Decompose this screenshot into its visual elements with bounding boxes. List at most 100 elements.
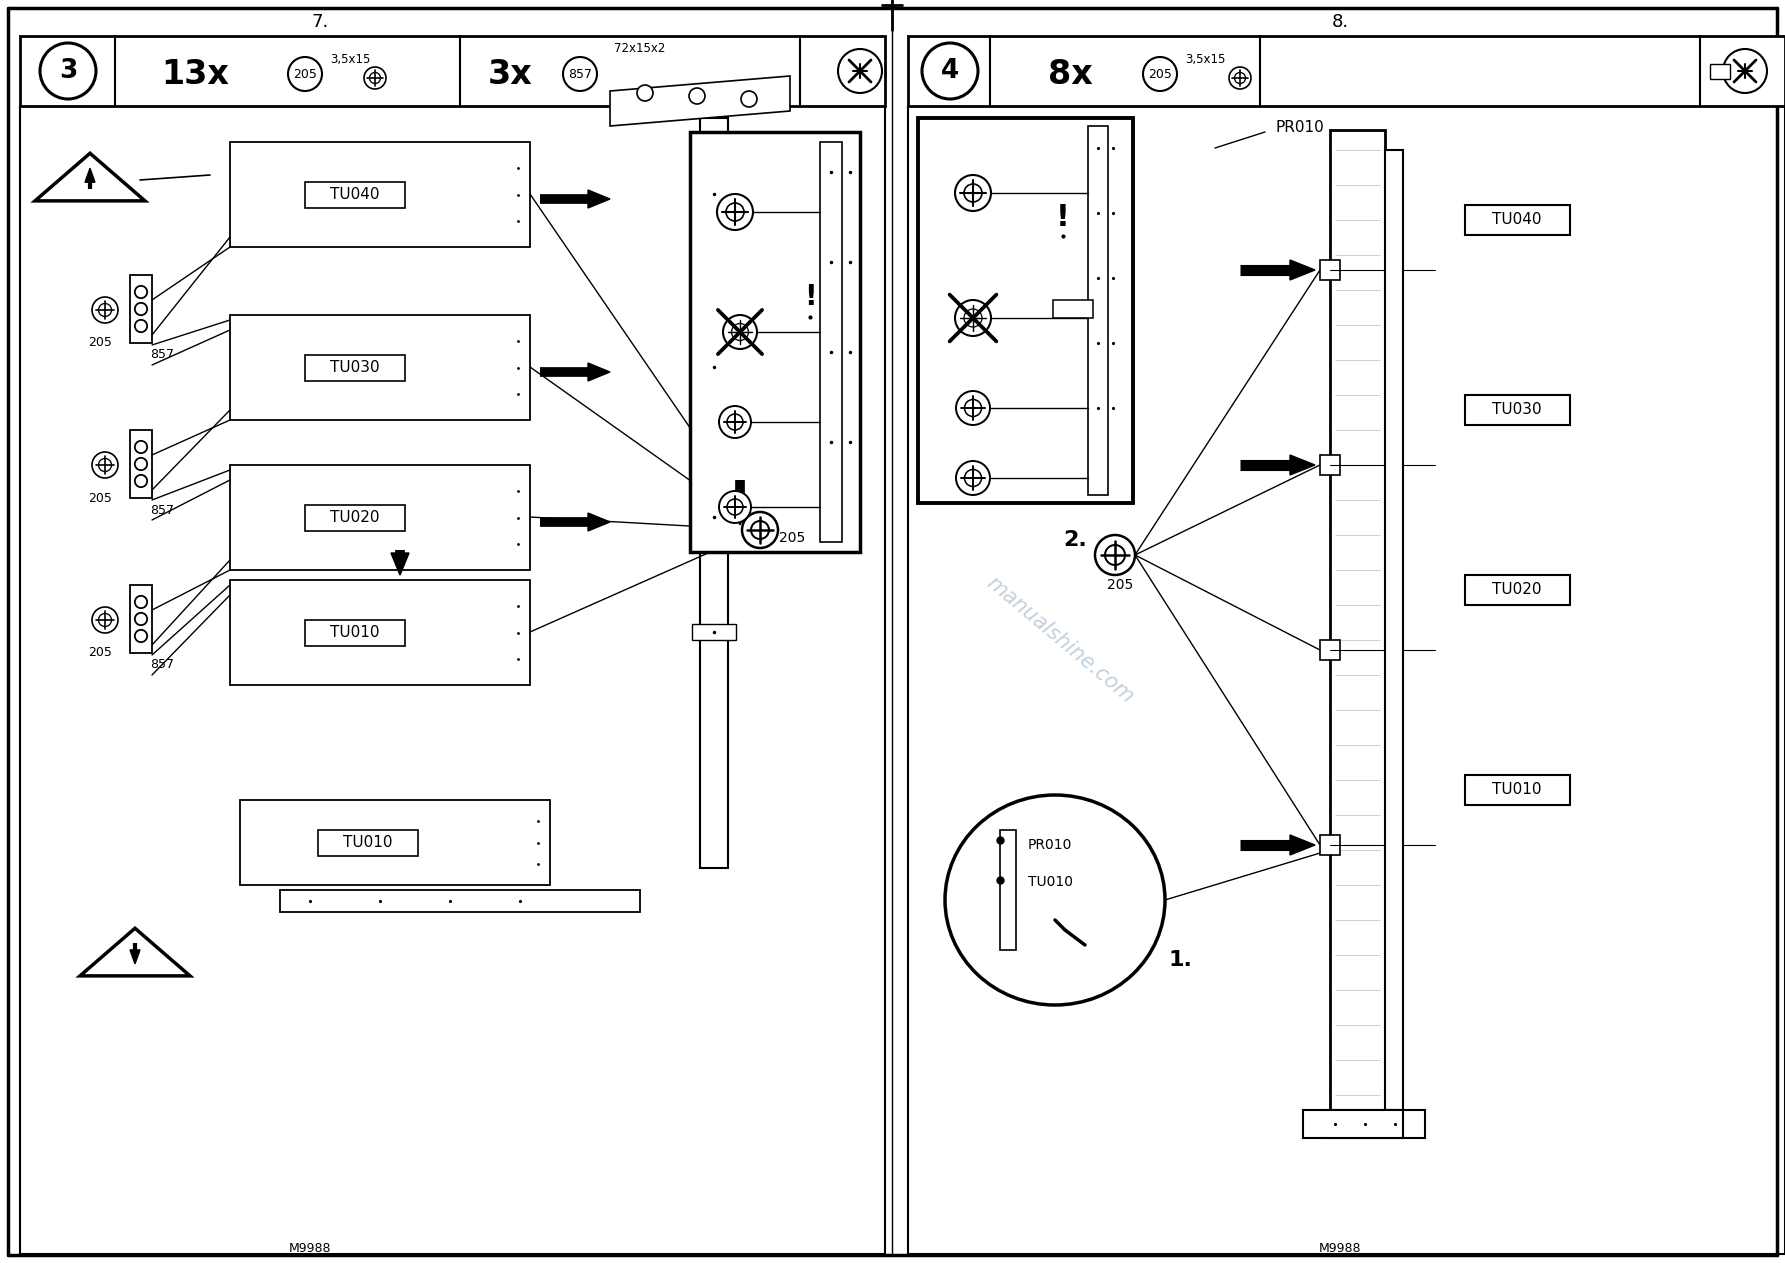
Text: !: ! <box>803 283 816 311</box>
Circle shape <box>93 452 118 477</box>
Circle shape <box>837 49 882 93</box>
Bar <box>305 619 405 645</box>
Text: TU020: TU020 <box>1492 582 1542 597</box>
Circle shape <box>1094 536 1135 575</box>
Bar <box>130 585 152 653</box>
Polygon shape <box>732 503 750 525</box>
Circle shape <box>1142 57 1176 91</box>
Text: !: ! <box>1057 203 1069 232</box>
Ellipse shape <box>944 794 1166 1005</box>
Bar <box>305 182 405 207</box>
Text: 3: 3 <box>59 58 77 85</box>
Polygon shape <box>86 168 95 182</box>
Bar <box>1303 1110 1403 1138</box>
Circle shape <box>1723 49 1767 93</box>
Text: 205: 205 <box>87 336 112 350</box>
Bar <box>230 314 530 421</box>
Text: 72x15x2: 72x15x2 <box>614 42 666 54</box>
Bar <box>1465 395 1571 426</box>
Text: TU010: TU010 <box>330 625 380 640</box>
Text: TU040: TU040 <box>330 187 380 202</box>
Circle shape <box>562 57 596 91</box>
Circle shape <box>718 195 753 230</box>
Text: 205: 205 <box>1107 578 1133 592</box>
Text: 3,5x15: 3,5x15 <box>1185 53 1225 67</box>
Circle shape <box>136 441 146 453</box>
Text: TU040: TU040 <box>1492 212 1542 227</box>
Polygon shape <box>1291 260 1316 280</box>
Text: 13x: 13x <box>161 58 228 91</box>
Circle shape <box>136 303 146 316</box>
Bar <box>819 141 843 542</box>
Bar <box>130 429 152 498</box>
Polygon shape <box>610 76 791 126</box>
Circle shape <box>955 301 991 336</box>
Bar <box>305 504 405 530</box>
Circle shape <box>743 512 778 548</box>
Circle shape <box>741 91 757 107</box>
Bar <box>318 830 418 855</box>
Bar <box>20 106 885 1254</box>
Text: TU030: TU030 <box>1492 403 1542 418</box>
Polygon shape <box>1291 455 1316 475</box>
Text: 205: 205 <box>778 530 805 546</box>
Circle shape <box>39 43 96 99</box>
Bar <box>1710 64 1730 80</box>
Circle shape <box>93 608 118 633</box>
Circle shape <box>287 57 321 91</box>
Bar <box>1319 835 1341 855</box>
Circle shape <box>955 176 991 211</box>
Text: TU010: TU010 <box>1492 783 1542 797</box>
Circle shape <box>923 43 978 99</box>
Bar <box>1053 301 1092 318</box>
Circle shape <box>93 297 118 323</box>
Bar <box>1465 775 1571 805</box>
Circle shape <box>719 491 751 523</box>
Bar <box>230 465 530 570</box>
Text: 857: 857 <box>150 504 173 517</box>
Polygon shape <box>80 928 189 976</box>
Bar <box>693 509 735 525</box>
Bar <box>1330 130 1385 1110</box>
Polygon shape <box>130 950 139 964</box>
Text: PR010: PR010 <box>1028 837 1073 853</box>
Polygon shape <box>587 362 610 381</box>
Text: 2.: 2. <box>1064 530 1087 549</box>
Polygon shape <box>36 153 145 201</box>
Bar <box>1324 1110 1424 1138</box>
Circle shape <box>957 461 991 495</box>
Text: TU020: TU020 <box>330 510 380 525</box>
Text: M9988: M9988 <box>289 1242 332 1254</box>
Text: TU030: TU030 <box>330 360 380 375</box>
Text: 8x: 8x <box>1048 58 1092 91</box>
Bar <box>1089 126 1108 495</box>
Text: 3x: 3x <box>487 58 532 91</box>
Bar <box>917 117 1133 503</box>
Text: 205: 205 <box>293 67 318 81</box>
Text: 7.: 7. <box>311 13 328 32</box>
Bar <box>130 275 152 344</box>
Circle shape <box>136 320 146 332</box>
Bar <box>700 117 728 868</box>
Circle shape <box>136 458 146 470</box>
Circle shape <box>136 630 146 642</box>
Circle shape <box>719 405 751 438</box>
Bar <box>230 580 530 685</box>
Text: 3,5x15: 3,5x15 <box>330 53 369 67</box>
Bar <box>20 37 885 106</box>
Text: 205: 205 <box>87 491 112 504</box>
Circle shape <box>136 613 146 625</box>
Text: PR010: PR010 <box>1276 120 1324 135</box>
Text: TU010: TU010 <box>1028 875 1073 889</box>
Circle shape <box>689 88 705 104</box>
Bar <box>1319 640 1341 661</box>
Bar <box>230 141 530 248</box>
Text: manualshine.com: manualshine.com <box>982 572 1137 707</box>
Circle shape <box>637 85 653 101</box>
Circle shape <box>136 285 146 298</box>
Text: 857: 857 <box>568 67 593 81</box>
Bar <box>239 799 550 885</box>
Bar <box>1319 260 1341 280</box>
Bar <box>1000 830 1016 950</box>
Text: 857: 857 <box>150 349 173 361</box>
